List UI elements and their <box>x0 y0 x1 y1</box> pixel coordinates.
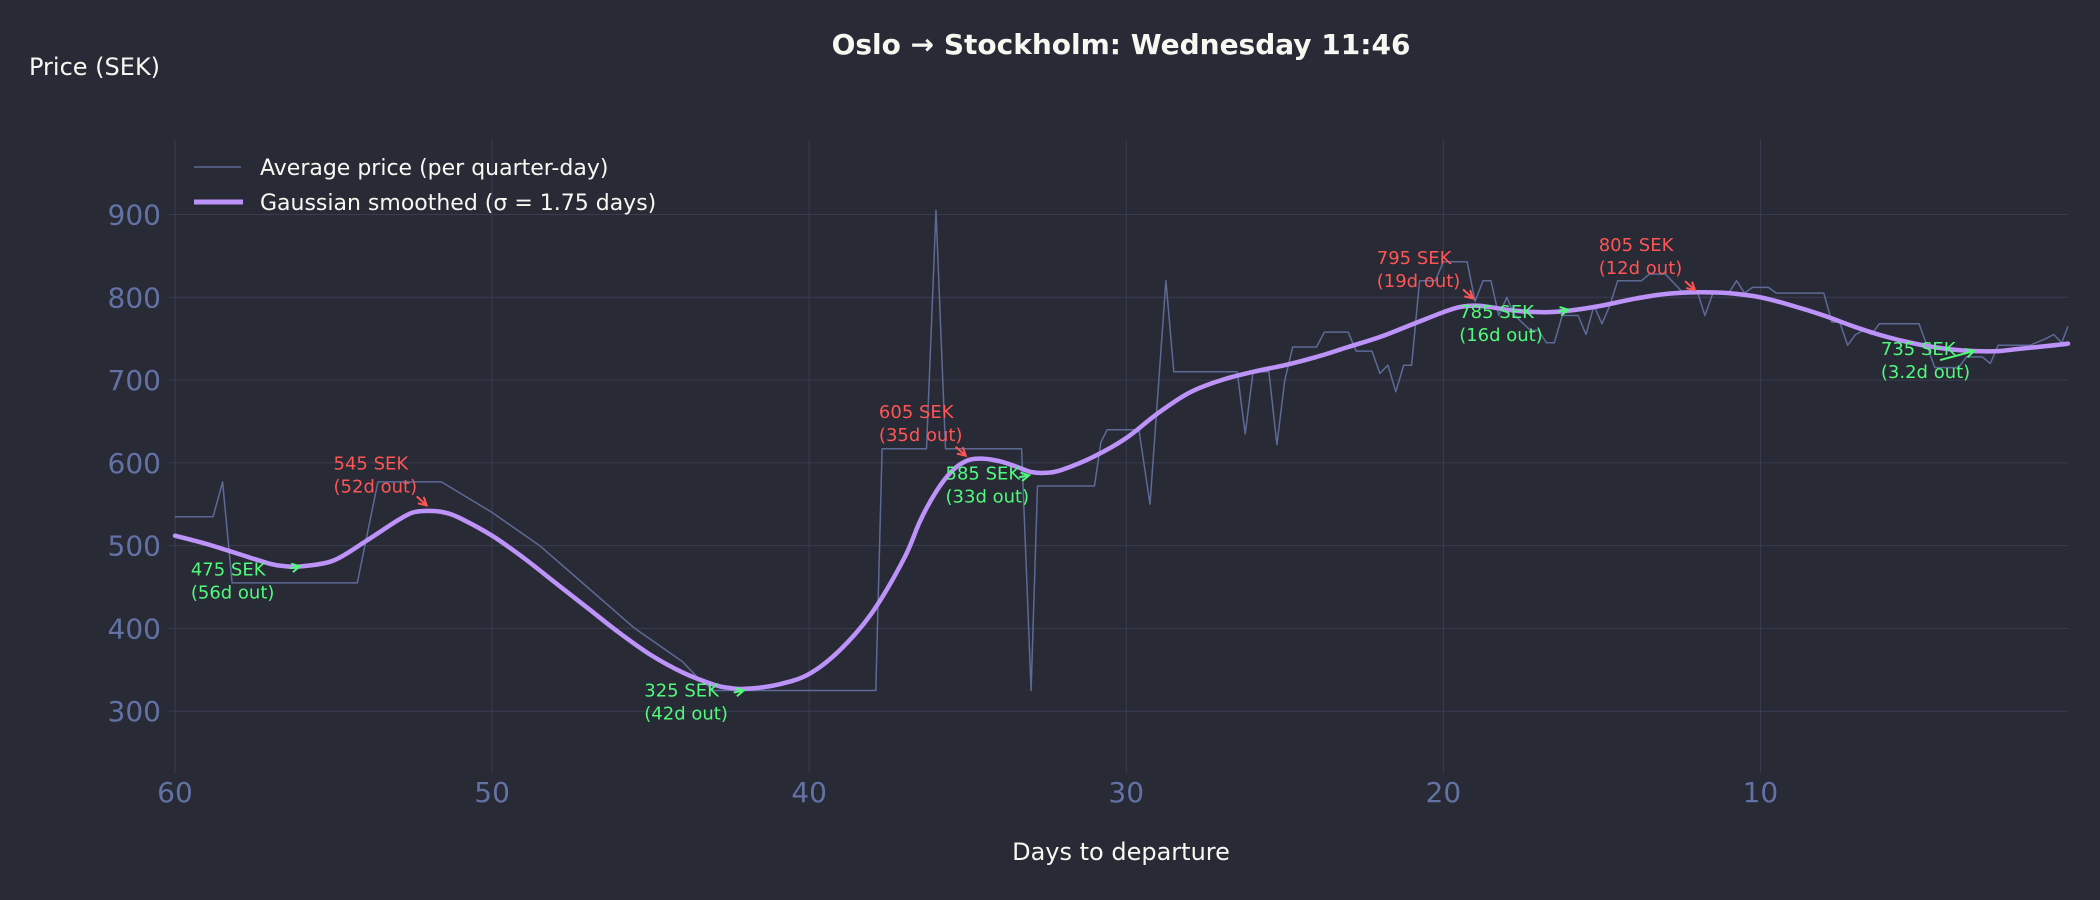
annotation-days-out: (19d out) <box>1377 271 1461 292</box>
annotation-price: 325 SEK <box>644 680 720 701</box>
smooth-series <box>172 290 2071 692</box>
low-price-annotation: 785 SEK(16d out) <box>1459 302 1571 346</box>
annotation-days-out: (12d out) <box>1599 258 1683 279</box>
annotation-price: 605 SEK <box>879 402 955 423</box>
grid <box>174 140 2068 765</box>
annotation-arrow <box>1462 288 1474 300</box>
raw-price-line <box>175 209 2069 692</box>
annotation-days-out: (3.2d out) <box>1881 362 1970 383</box>
arrow-head-icon <box>734 686 746 698</box>
high-price-annotation: 795 SEK(19d out) <box>1377 248 1475 300</box>
annotation-days-out: (35d out) <box>879 425 963 446</box>
legend-label-smooth: Gaussian smoothed (σ = 1.75 days) <box>260 191 656 216</box>
arrow-head-icon <box>1559 306 1571 317</box>
annotation-arrow <box>955 445 967 457</box>
annotation-arrow <box>1684 280 1696 291</box>
x-axis-label: Days to departure <box>1012 838 1230 866</box>
y-tick-label: 300 <box>108 695 161 728</box>
annotation-price: 545 SEK <box>334 453 410 474</box>
x-tick-label: 60 <box>157 776 193 809</box>
high-price-annotation: 545 SEK(52d out) <box>334 453 429 507</box>
x-tick-label: 10 <box>1743 776 1779 809</box>
arrow-head-icon <box>1020 471 1032 482</box>
annotation-price: 795 SEK <box>1377 248 1453 269</box>
annotation-price: 585 SEK <box>946 463 1022 484</box>
y-tick-label: 900 <box>108 199 161 232</box>
annotation-days-out: (52d out) <box>334 476 418 497</box>
y-tick-label: 400 <box>108 612 161 645</box>
x-tick-label: 50 <box>474 776 510 809</box>
low-price-annotation: 585 SEK(33d out) <box>946 463 1032 507</box>
arrow-head-icon <box>956 446 968 458</box>
y-tick-label: 500 <box>108 530 161 563</box>
low-price-annotation: 735 SEK(3.2d out) <box>1881 339 1977 383</box>
arrow-head-icon <box>290 562 302 573</box>
smoothed-price-line <box>172 290 2071 692</box>
annotation-days-out: (16d out) <box>1459 325 1543 346</box>
annotation-days-out: (56d out) <box>191 582 275 603</box>
x-tick-label: 40 <box>791 776 827 809</box>
low-price-annotation: 325 SEK(42d out) <box>644 680 746 724</box>
arrow-head-icon <box>417 496 429 507</box>
arrow-head-icon <box>1965 347 1977 359</box>
chart-title: Oslo → Stockholm: Wednesday 11:46 <box>832 28 1411 61</box>
legend: Average price (per quarter-day) Gaussian… <box>194 156 656 216</box>
y-axis-label: Price (SEK) <box>29 53 160 81</box>
raw-series <box>175 209 2069 692</box>
high-price-annotation: 605 SEK(35d out) <box>879 402 968 458</box>
annotation-price: 805 SEK <box>1599 235 1675 256</box>
y-tick-label: 700 <box>108 364 161 397</box>
x-tick-label: 20 <box>1426 776 1462 809</box>
legend-label-raw: Average price (per quarter-day) <box>260 156 608 181</box>
high-price-annotation: 805 SEK(12d out) <box>1599 235 1697 292</box>
arrow-head-icon <box>1686 281 1697 292</box>
annotation-price: 785 SEK <box>1459 302 1535 323</box>
y-tick-label: 600 <box>108 447 161 480</box>
axis-ticks: 60 50 40 30 20 10 300 400 500 600 700 800 900 <box>108 199 1779 809</box>
y-tick-label: 800 <box>108 281 161 314</box>
annotations: 545 SEK(52d out)475 SEK(56d out)325 SEK(… <box>191 235 1977 724</box>
annotation-price: 735 SEK <box>1881 339 1957 360</box>
annotation-days-out: (42d out) <box>644 703 728 724</box>
annotation-days-out: (33d out) <box>946 486 1030 507</box>
annotation-arrow <box>1939 350 1975 362</box>
x-tick-label: 30 <box>1108 776 1144 809</box>
annotation-price: 475 SEK <box>191 559 267 580</box>
annotation-arrow <box>415 495 428 507</box>
low-price-annotation: 475 SEK(56d out) <box>191 559 302 603</box>
arrow-head-icon <box>1464 289 1475 300</box>
